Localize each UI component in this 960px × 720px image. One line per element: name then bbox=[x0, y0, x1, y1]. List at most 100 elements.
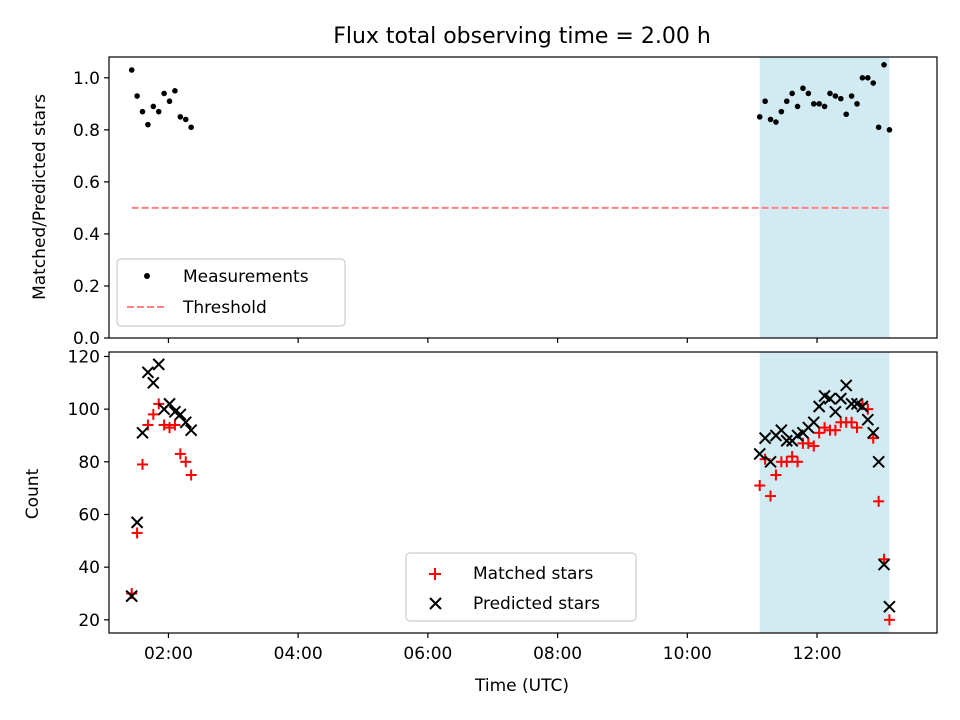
matched-star-point bbox=[765, 490, 777, 502]
y-tick-label: 0.2 bbox=[73, 277, 100, 297]
matched-star-point bbox=[781, 456, 793, 468]
measurement-point bbox=[134, 93, 140, 99]
x-b bbox=[174, 408, 187, 421]
x-b bbox=[812, 400, 826, 413]
x-b bbox=[877, 558, 891, 571]
y-tick-label: 20 bbox=[78, 611, 100, 631]
x-b bbox=[845, 397, 858, 411]
predicted-star-point bbox=[780, 434, 793, 447]
x-tick-label: 06:00 bbox=[403, 644, 452, 664]
measurement-point bbox=[805, 90, 812, 97]
highlight-span bbox=[759, 352, 890, 633]
bottom-x-ticks: 02:00 04:00 06:00 08:00 10:00 12:00 bbox=[144, 633, 842, 664]
y-tick-label: 0.6 bbox=[73, 173, 100, 193]
matched-star-point bbox=[819, 422, 831, 434]
x-tick-label: 08:00 bbox=[533, 644, 582, 664]
measurement-point bbox=[182, 116, 189, 123]
x-tick-label: 12:00 bbox=[793, 644, 842, 664]
predicted-star-point bbox=[174, 408, 187, 421]
y-tick-label: 60 bbox=[78, 505, 100, 525]
x-b bbox=[861, 413, 875, 426]
measurement-point bbox=[821, 103, 828, 110]
x-b bbox=[152, 358, 165, 371]
matched-star-point bbox=[180, 456, 192, 468]
matched-star-point bbox=[770, 469, 782, 481]
predicted-star-point bbox=[136, 426, 149, 440]
measurement-point bbox=[188, 124, 194, 131]
x-b bbox=[829, 405, 842, 418]
matched-star-point bbox=[164, 422, 176, 434]
measurement-point bbox=[783, 98, 790, 105]
top-plot-frame bbox=[108, 56, 938, 339]
predicted-star-point bbox=[130, 516, 144, 529]
x-b bbox=[753, 447, 766, 461]
top-y-axis-label: Matched/Predicted stars bbox=[30, 94, 50, 300]
measurement-point bbox=[762, 98, 768, 105]
top-legend-box bbox=[116, 258, 346, 327]
predicted-star-point bbox=[141, 366, 155, 379]
predicted-star-point bbox=[147, 376, 160, 390]
observing-window-bottom bbox=[759, 352, 890, 633]
matched-star-point bbox=[808, 440, 820, 452]
legend-predicted-label: Predicted stars bbox=[473, 594, 600, 614]
x-b bbox=[168, 405, 182, 418]
x-axis-label: Time (UTC) bbox=[474, 676, 569, 696]
y-tick-label: 1.0 bbox=[73, 69, 100, 89]
measurement-point bbox=[816, 101, 822, 107]
x-b bbox=[141, 366, 155, 379]
x-b bbox=[867, 426, 880, 440]
matched-star-point bbox=[878, 553, 890, 565]
bottom-plot-frame bbox=[108, 351, 938, 634]
matched-star-point bbox=[792, 456, 804, 468]
matched-star-point bbox=[851, 422, 863, 434]
observing-window-top bbox=[759, 57, 890, 338]
matched-star-point bbox=[147, 408, 159, 420]
predicted-star-point bbox=[823, 392, 837, 405]
predicted-star-point bbox=[125, 589, 138, 603]
predicted-star-point bbox=[764, 455, 777, 469]
matched-star-point bbox=[883, 614, 895, 626]
legend-measurements-marker bbox=[144, 273, 150, 279]
measurement-point bbox=[794, 103, 801, 110]
predicted-star-point bbox=[812, 400, 826, 413]
x-b bbox=[872, 455, 885, 469]
figure-title: Flux total observing time = 2.00 h bbox=[333, 24, 711, 49]
measurement-point bbox=[756, 114, 763, 120]
measurement-point bbox=[128, 67, 135, 73]
y-tick-label: 0.0 bbox=[73, 329, 100, 349]
predicted-star-point bbox=[872, 455, 885, 469]
measurement-point bbox=[881, 62, 887, 68]
top-panel: 0.0 0.2 0.4 0.6 0.8 1.0 Matched/Predicted sta… bbox=[30, 56, 938, 349]
measurement-point bbox=[870, 80, 877, 86]
measurement-point bbox=[843, 111, 850, 118]
measurement-point bbox=[837, 95, 844, 102]
x-tick-label: 02:00 bbox=[144, 644, 193, 664]
x-b bbox=[823, 392, 837, 405]
measurement-points bbox=[128, 62, 893, 133]
measurement-point bbox=[854, 101, 860, 107]
bottom-y-axis-label: Count bbox=[23, 468, 43, 519]
x-b bbox=[775, 424, 788, 437]
matched-star-point bbox=[846, 416, 858, 428]
bottom-y-ticks: 20 40 60 80 100 120 bbox=[68, 347, 109, 631]
x-b bbox=[850, 397, 864, 411]
predicted-star-point bbox=[861, 413, 875, 426]
matched-star-point bbox=[137, 458, 149, 470]
x-b bbox=[834, 392, 848, 405]
matched-star-points bbox=[126, 398, 895, 626]
measurement-point bbox=[150, 103, 157, 110]
x-b bbox=[883, 600, 896, 613]
measurement-point bbox=[859, 75, 866, 81]
measurement-point bbox=[773, 119, 779, 125]
legend-matched-marker bbox=[429, 568, 441, 580]
matched-star-point bbox=[867, 432, 879, 444]
matched-star-point bbox=[873, 495, 885, 507]
highlight-span bbox=[759, 57, 890, 338]
measurement-point bbox=[800, 85, 806, 92]
y-tick-label: 120 bbox=[68, 347, 100, 367]
bottom-panel: 20 40 60 80 100 120 02:00 04:00 06:00 08:00 10:00… bbox=[23, 347, 938, 696]
x-b bbox=[856, 400, 869, 413]
y-tick-label: 0.8 bbox=[73, 121, 100, 141]
matched-star-point bbox=[754, 480, 766, 492]
